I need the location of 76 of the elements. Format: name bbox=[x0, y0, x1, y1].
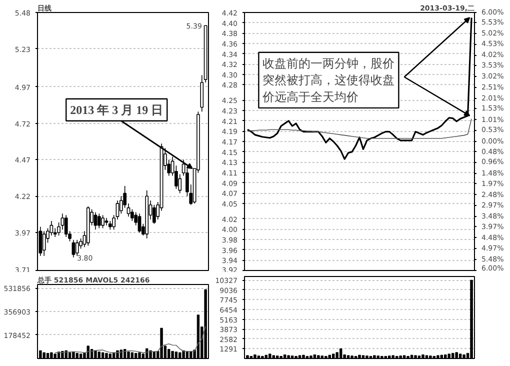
bar bbox=[366, 356, 368, 358]
bar bbox=[376, 356, 380, 358]
bar bbox=[138, 352, 141, 358]
bar bbox=[178, 352, 182, 358]
candlestick bbox=[42, 230, 46, 256]
bar bbox=[455, 352, 458, 358]
candlestick bbox=[94, 212, 98, 230]
bar bbox=[101, 352, 104, 358]
bar bbox=[358, 354, 361, 358]
bar bbox=[429, 356, 432, 358]
bar bbox=[399, 356, 402, 358]
candlestick bbox=[75, 239, 79, 256]
bar bbox=[332, 354, 335, 358]
bar bbox=[414, 355, 417, 358]
bar bbox=[130, 352, 134, 358]
bar bbox=[123, 349, 126, 358]
bar bbox=[146, 348, 148, 358]
candlestick bbox=[97, 213, 101, 229]
bar bbox=[86, 346, 90, 358]
candlestick bbox=[72, 239, 76, 258]
bar bbox=[440, 354, 444, 358]
bar bbox=[168, 349, 170, 358]
candlestick bbox=[64, 214, 68, 238]
candlestick bbox=[50, 220, 54, 236]
bar bbox=[268, 354, 272, 358]
bar bbox=[339, 348, 342, 358]
bar bbox=[458, 354, 462, 358]
bar bbox=[134, 352, 138, 358]
bar bbox=[264, 354, 268, 358]
bar bbox=[50, 352, 53, 358]
bar bbox=[72, 352, 75, 358]
bar bbox=[302, 354, 305, 358]
candlestick bbox=[60, 213, 64, 230]
bar bbox=[76, 352, 78, 358]
bar bbox=[328, 354, 331, 358]
bar bbox=[320, 356, 324, 358]
bar bbox=[462, 354, 466, 358]
annotation: 2013 年 3 月 19 日 bbox=[70, 102, 164, 117]
bar bbox=[257, 356, 260, 358]
bar bbox=[317, 355, 320, 358]
bar bbox=[444, 354, 447, 358]
bar bbox=[182, 350, 185, 358]
bar bbox=[160, 328, 163, 358]
line-series bbox=[54, 326, 206, 354]
bar bbox=[392, 355, 394, 358]
bar bbox=[388, 356, 391, 358]
bar bbox=[108, 354, 112, 358]
candlestick bbox=[152, 204, 156, 224]
bar bbox=[98, 352, 100, 358]
bar bbox=[350, 356, 354, 358]
bar bbox=[127, 352, 130, 358]
bar bbox=[112, 352, 116, 358]
bar bbox=[287, 355, 290, 358]
bar bbox=[313, 354, 316, 358]
bar bbox=[448, 354, 450, 358]
annotation: 收盘前的一两分钟，股价突然被打高，这使得收盘价远高于全天均价 bbox=[262, 56, 395, 104]
bar bbox=[436, 355, 440, 358]
bar bbox=[149, 350, 152, 358]
candlestick bbox=[138, 213, 142, 233]
bar bbox=[373, 355, 376, 358]
bar bbox=[451, 352, 454, 358]
bar bbox=[254, 354, 256, 358]
bar bbox=[310, 356, 312, 358]
bar bbox=[105, 352, 108, 358]
bar bbox=[171, 350, 174, 358]
bar bbox=[54, 354, 56, 358]
bar bbox=[272, 355, 275, 358]
bar bbox=[402, 355, 406, 358]
bar bbox=[276, 356, 279, 358]
bar bbox=[422, 354, 424, 358]
bar bbox=[336, 352, 338, 358]
line-series bbox=[247, 118, 472, 139]
bar bbox=[283, 354, 286, 358]
bar bbox=[42, 352, 46, 358]
candlestick bbox=[101, 214, 104, 229]
bar bbox=[94, 350, 97, 358]
